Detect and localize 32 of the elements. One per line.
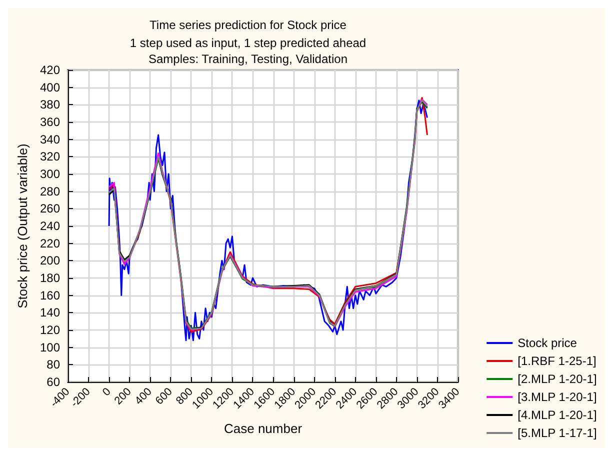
y-tick-label: 220 (40, 236, 60, 250)
y-axis-title: Stock price (Output variable) (15, 144, 30, 308)
y-tick-label: 80 (46, 358, 60, 372)
y-tick-label: 140 (40, 306, 60, 320)
chart-title: Time series prediction for Stock price (150, 18, 347, 32)
x-axis-title: Case number (224, 421, 303, 436)
y-tick-label: 260 (40, 202, 60, 216)
legend-label: [3.MLP 1-20-1] (518, 390, 597, 404)
chart-subtitle: 1 step used as input, 1 step predicted ahead Samples: Training, Testing, Validation (130, 36, 366, 66)
y-tick-label: 240 (40, 219, 60, 233)
y-tick-label: 280 (40, 184, 60, 198)
x-tick-label: 400 (132, 386, 154, 408)
legend-label: [4.MLP 1-20-1] (518, 408, 597, 422)
y-tick-label: 160 (40, 288, 60, 302)
y-tick-label: 100 (40, 340, 60, 354)
y-tick-label: 380 (40, 98, 60, 112)
y-tick-label: 180 (40, 271, 60, 285)
y-tick-label: 420 (40, 63, 60, 77)
x-tick-label: 200 (112, 386, 134, 408)
y-tick-label: 200 (40, 254, 60, 268)
y-tick-label: 300 (40, 167, 60, 181)
y-tick-label: 360 (40, 115, 60, 129)
y-tick-label: 340 (40, 132, 60, 146)
legend-label: Stock price (518, 336, 578, 350)
y-tick-label: 400 (40, 80, 60, 94)
y-tick-label: 320 (40, 150, 60, 164)
legend-label: [1.RBF 1-25-1] (518, 354, 596, 368)
legend-label: [2.MLP 1-20-1] (518, 372, 597, 386)
y-tick-label: 120 (40, 323, 60, 337)
legend-label: [5.MLP 1-17-1] (518, 426, 597, 440)
x-tick-label: 600 (153, 386, 175, 408)
x-tick-label: 0 (100, 386, 114, 399)
